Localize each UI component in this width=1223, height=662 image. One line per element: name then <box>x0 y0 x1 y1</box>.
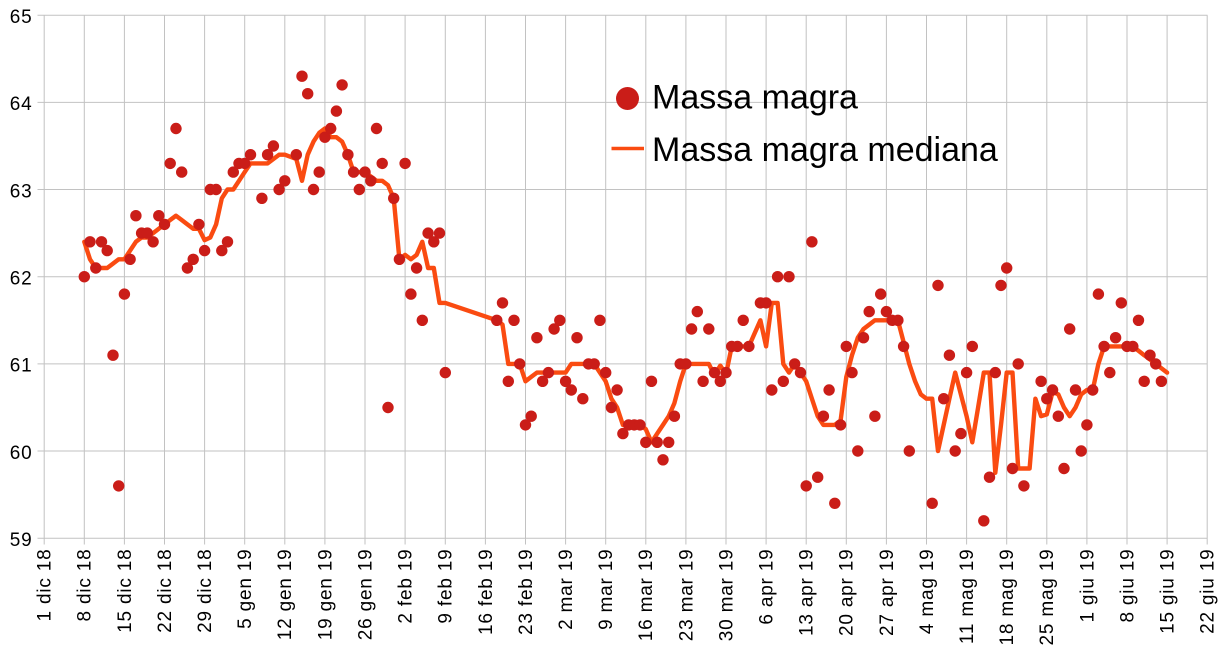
svg-text:8 giu 19: 8 giu 19 <box>1117 549 1138 623</box>
svg-text:59: 59 <box>10 530 33 551</box>
svg-text:Massa magra: Massa magra <box>652 79 858 117</box>
svg-text:30 mar 19: 30 mar 19 <box>716 549 737 642</box>
svg-text:20 apr 19: 20 apr 19 <box>837 549 858 637</box>
svg-text:23 mar 19: 23 mar 19 <box>676 549 697 642</box>
svg-text:61: 61 <box>10 356 33 377</box>
svg-text:9 feb 19: 9 feb 19 <box>436 549 457 624</box>
svg-text:2 mar 19: 2 mar 19 <box>556 549 577 630</box>
svg-text:8 dic 18: 8 dic 18 <box>75 549 96 622</box>
svg-text:19 gen 19: 19 gen 19 <box>315 549 336 641</box>
svg-text:13 apr 19: 13 apr 19 <box>797 549 818 637</box>
svg-text:15 giu 19: 15 giu 19 <box>1158 549 1179 634</box>
svg-text:4 mag 19: 4 mag 19 <box>917 549 938 635</box>
svg-text:22 giu 19: 22 giu 19 <box>1198 549 1219 634</box>
svg-text:6 apr 19: 6 apr 19 <box>757 549 778 625</box>
svg-text:27 apr 19: 27 apr 19 <box>877 549 898 637</box>
svg-text:5 gen 19: 5 gen 19 <box>235 549 256 629</box>
svg-text:11 mag 19: 11 mag 19 <box>957 549 978 645</box>
svg-text:63: 63 <box>10 181 33 202</box>
svg-text:29 dic 18: 29 dic 18 <box>195 549 216 633</box>
svg-text:64: 64 <box>10 94 33 115</box>
svg-text:Massa magra mediana: Massa magra mediana <box>652 131 998 169</box>
svg-text:16 feb 19: 16 feb 19 <box>476 549 497 635</box>
svg-text:62: 62 <box>10 269 33 290</box>
svg-text:60: 60 <box>10 443 33 464</box>
svg-text:23 feb 19: 23 feb 19 <box>516 549 537 635</box>
svg-text:18 mag 19: 18 mag 19 <box>997 549 1018 646</box>
svg-text:9 mar 19: 9 mar 19 <box>596 549 617 630</box>
svg-text:15 dic 18: 15 dic 18 <box>115 549 136 633</box>
svg-text:22 dic 18: 22 dic 18 <box>155 549 176 633</box>
svg-text:2 feb 19: 2 feb 19 <box>396 549 417 624</box>
svg-text:1 giu 19: 1 giu 19 <box>1077 549 1098 623</box>
svg-text:1 dic 18: 1 dic 18 <box>35 549 56 622</box>
svg-text:26 gen 19: 26 gen 19 <box>355 549 376 641</box>
svg-text:65: 65 <box>10 7 33 28</box>
svg-text:25 mag 19: 25 mag 19 <box>1037 549 1058 646</box>
svg-text:12 gen 19: 12 gen 19 <box>275 549 296 641</box>
svg-text:16 mar 19: 16 mar 19 <box>636 549 657 642</box>
